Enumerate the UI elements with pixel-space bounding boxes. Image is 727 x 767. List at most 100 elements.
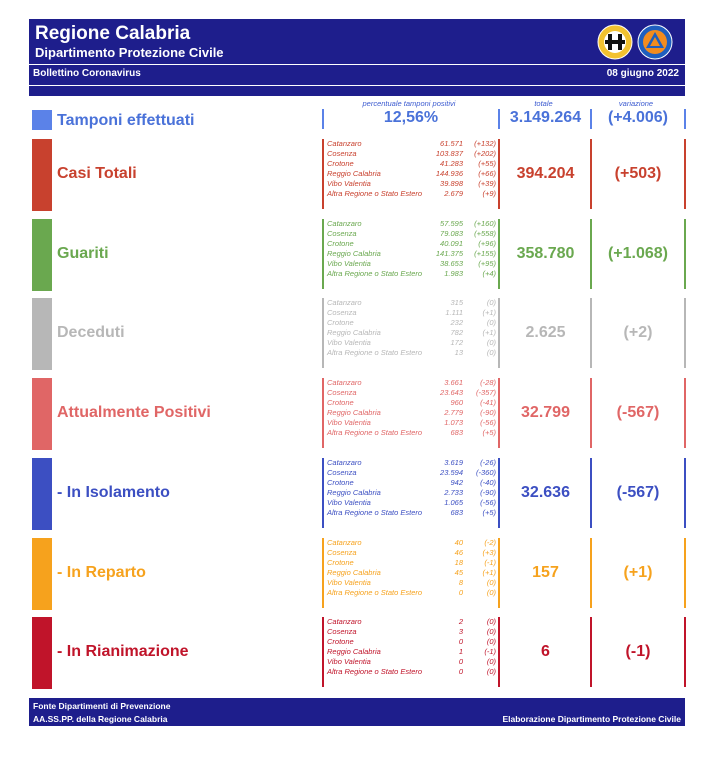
logos: [597, 24, 677, 65]
province-name: Vibo Valentia: [327, 259, 371, 268]
province-value: 38.653: [440, 259, 463, 268]
province-delta: (+160): [474, 219, 496, 228]
section-row: - In Reparto Catanzaro 40 (-2) Cosenza 46 (+3)…: [29, 538, 686, 610]
province-value: 0: [458, 667, 463, 676]
province-row: Vibo Valentia 39.898 (+39): [327, 179, 501, 189]
tamponi-total: 3.149.264: [498, 109, 591, 129]
province-value: 683: [450, 508, 463, 517]
section-delta: (+1): [590, 538, 686, 608]
totale-caption: totale: [534, 99, 553, 108]
province-row: Catanzaro 40 (-2): [327, 538, 501, 548]
variazione-caption: variazione: [618, 99, 654, 108]
province-delta: (+155): [474, 249, 496, 258]
province-delta: (+5): [482, 508, 496, 517]
province-row: Vibo Valentia 172 (0): [327, 338, 501, 348]
section-color-bar: [32, 298, 52, 370]
province-name: Reggio Calabria: [327, 328, 381, 337]
tamponi-label: Tamponi effettuati: [57, 112, 195, 129]
section-total: 2.625: [498, 298, 591, 368]
province-row: Reggio Calabria 141.375 (+155): [327, 249, 501, 259]
province-row: Altra Regione o Stato Estero 2.679 (+9): [327, 189, 501, 199]
section-total: 358.780: [498, 219, 591, 289]
province-row: Reggio Calabria 2.733 (-90): [327, 488, 501, 498]
province-row: Cosenza 23.594 (-360): [327, 468, 501, 478]
province-value: 0: [458, 588, 463, 597]
footer-source-2: AA.SS.PP. della Regione Calabria: [33, 714, 168, 724]
section-delta: (+1.068): [590, 219, 686, 289]
province-delta: (0): [486, 637, 496, 646]
province-row: Crotone 41.283 (+55): [327, 159, 501, 169]
province-value: 141.375: [435, 249, 463, 258]
section-total: 394.204: [498, 139, 591, 209]
province-row: Catanzaro 3.619 (-26): [327, 458, 501, 468]
footer-source: Fonte Dipartimenti di Prevenzione: [33, 701, 171, 711]
province-delta: (-26): [480, 458, 496, 467]
province-row: Vibo Valentia 1.073 (-56): [327, 418, 501, 428]
province-value: 1.111: [445, 308, 463, 317]
province-name: Altra Regione o Stato Estero: [327, 428, 423, 437]
province-row: Catanzaro 61.571 (+132): [327, 139, 501, 149]
province-name: Reggio Calabria: [327, 647, 381, 656]
province-value: 3.661: [444, 378, 463, 387]
province-value: 23.594: [440, 468, 463, 477]
province-delta: (+66): [478, 169, 496, 178]
province-breakdown: Catanzaro 40 (-2) Cosenza 46 (+3) Crotone 18 (-1…: [322, 538, 501, 608]
section-color-bar: [32, 617, 52, 689]
header-banner: Regione Calabria Dipartimento Protezione…: [29, 19, 685, 85]
section-total: 32.636: [498, 458, 591, 528]
bulletin-strip: Bollettino Coronavirus 08 giugno 2022: [29, 64, 685, 85]
province-name: Reggio Calabria: [327, 249, 381, 258]
province-value: 18: [454, 558, 463, 567]
province-row: Reggio Calabria 144.936 (+66): [327, 169, 501, 179]
province-name: Catanzaro: [327, 378, 362, 387]
province-row: Cosenza 103.837 (+202): [327, 149, 501, 159]
province-row: Crotone 232 (0): [327, 318, 501, 328]
province-row: Altra Regione o Stato Estero 13 (0): [327, 348, 501, 358]
province-value: 172: [450, 338, 463, 347]
province-delta: (-1): [484, 558, 496, 567]
province-name: Altra Regione o Stato Estero: [327, 588, 423, 597]
bulletin-date: 08 giugno 2022: [606, 68, 679, 79]
province-delta: (0): [486, 617, 496, 626]
header-divider: [29, 86, 685, 96]
province-name: Catanzaro: [327, 139, 362, 148]
bulletin-title: Bollettino Coronavirus: [33, 68, 141, 79]
province-name: Reggio Calabria: [327, 408, 381, 417]
province-name: Vibo Valentia: [327, 338, 371, 347]
province-name: Catanzaro: [327, 458, 362, 467]
province-delta: (+202): [474, 149, 496, 158]
section-row: Casi Totali Catanzaro 61.571 (+132) Cosenza 1…: [29, 139, 686, 211]
province-row: Reggio Calabria 1 (-1): [327, 647, 501, 657]
province-value: 0: [458, 657, 463, 666]
province-row: Catanzaro 2 (0): [327, 617, 501, 627]
regione-calabria-logo-icon: [597, 24, 633, 60]
province-value: 45: [454, 568, 463, 577]
province-value: 2.733: [444, 488, 463, 497]
province-delta: (+3): [482, 548, 496, 557]
province-value: 0: [458, 637, 463, 646]
province-delta: (+1): [482, 308, 496, 317]
province-row: Altra Regione o Stato Estero 0 (0): [327, 588, 501, 598]
province-value: 942: [450, 478, 463, 487]
section-color-bar: [32, 378, 52, 450]
province-value: 3: [458, 627, 463, 636]
section-row: Guariti Catanzaro 57.595 (+160) Cosenza 79.08…: [29, 219, 686, 291]
province-row: Altra Regione o Stato Estero 683 (+5): [327, 428, 501, 438]
province-value: 315: [450, 298, 463, 307]
footer-credit: Elaborazione Dipartimento Protezione Civ…: [502, 714, 681, 724]
province-name: Catanzaro: [327, 538, 362, 547]
province-value: 1.073: [444, 418, 463, 427]
province-value: 1.065: [444, 498, 463, 507]
province-name: Catanzaro: [327, 617, 362, 626]
province-delta: (-1): [484, 647, 496, 656]
department-subtitle: Dipartimento Protezione Civile: [35, 45, 224, 60]
province-value: 2.679: [444, 189, 463, 198]
province-row: Catanzaro 57.595 (+160): [327, 219, 501, 229]
province-value: 57.595: [440, 219, 463, 228]
province-row: Cosenza 1.111 (+1): [327, 308, 501, 318]
section-color-bar: [32, 538, 52, 610]
province-delta: (+132): [474, 139, 496, 148]
province-name: Vibo Valentia: [327, 418, 371, 427]
region-title: Regione Calabria: [35, 23, 191, 44]
province-row: Catanzaro 3.661 (-28): [327, 378, 501, 388]
